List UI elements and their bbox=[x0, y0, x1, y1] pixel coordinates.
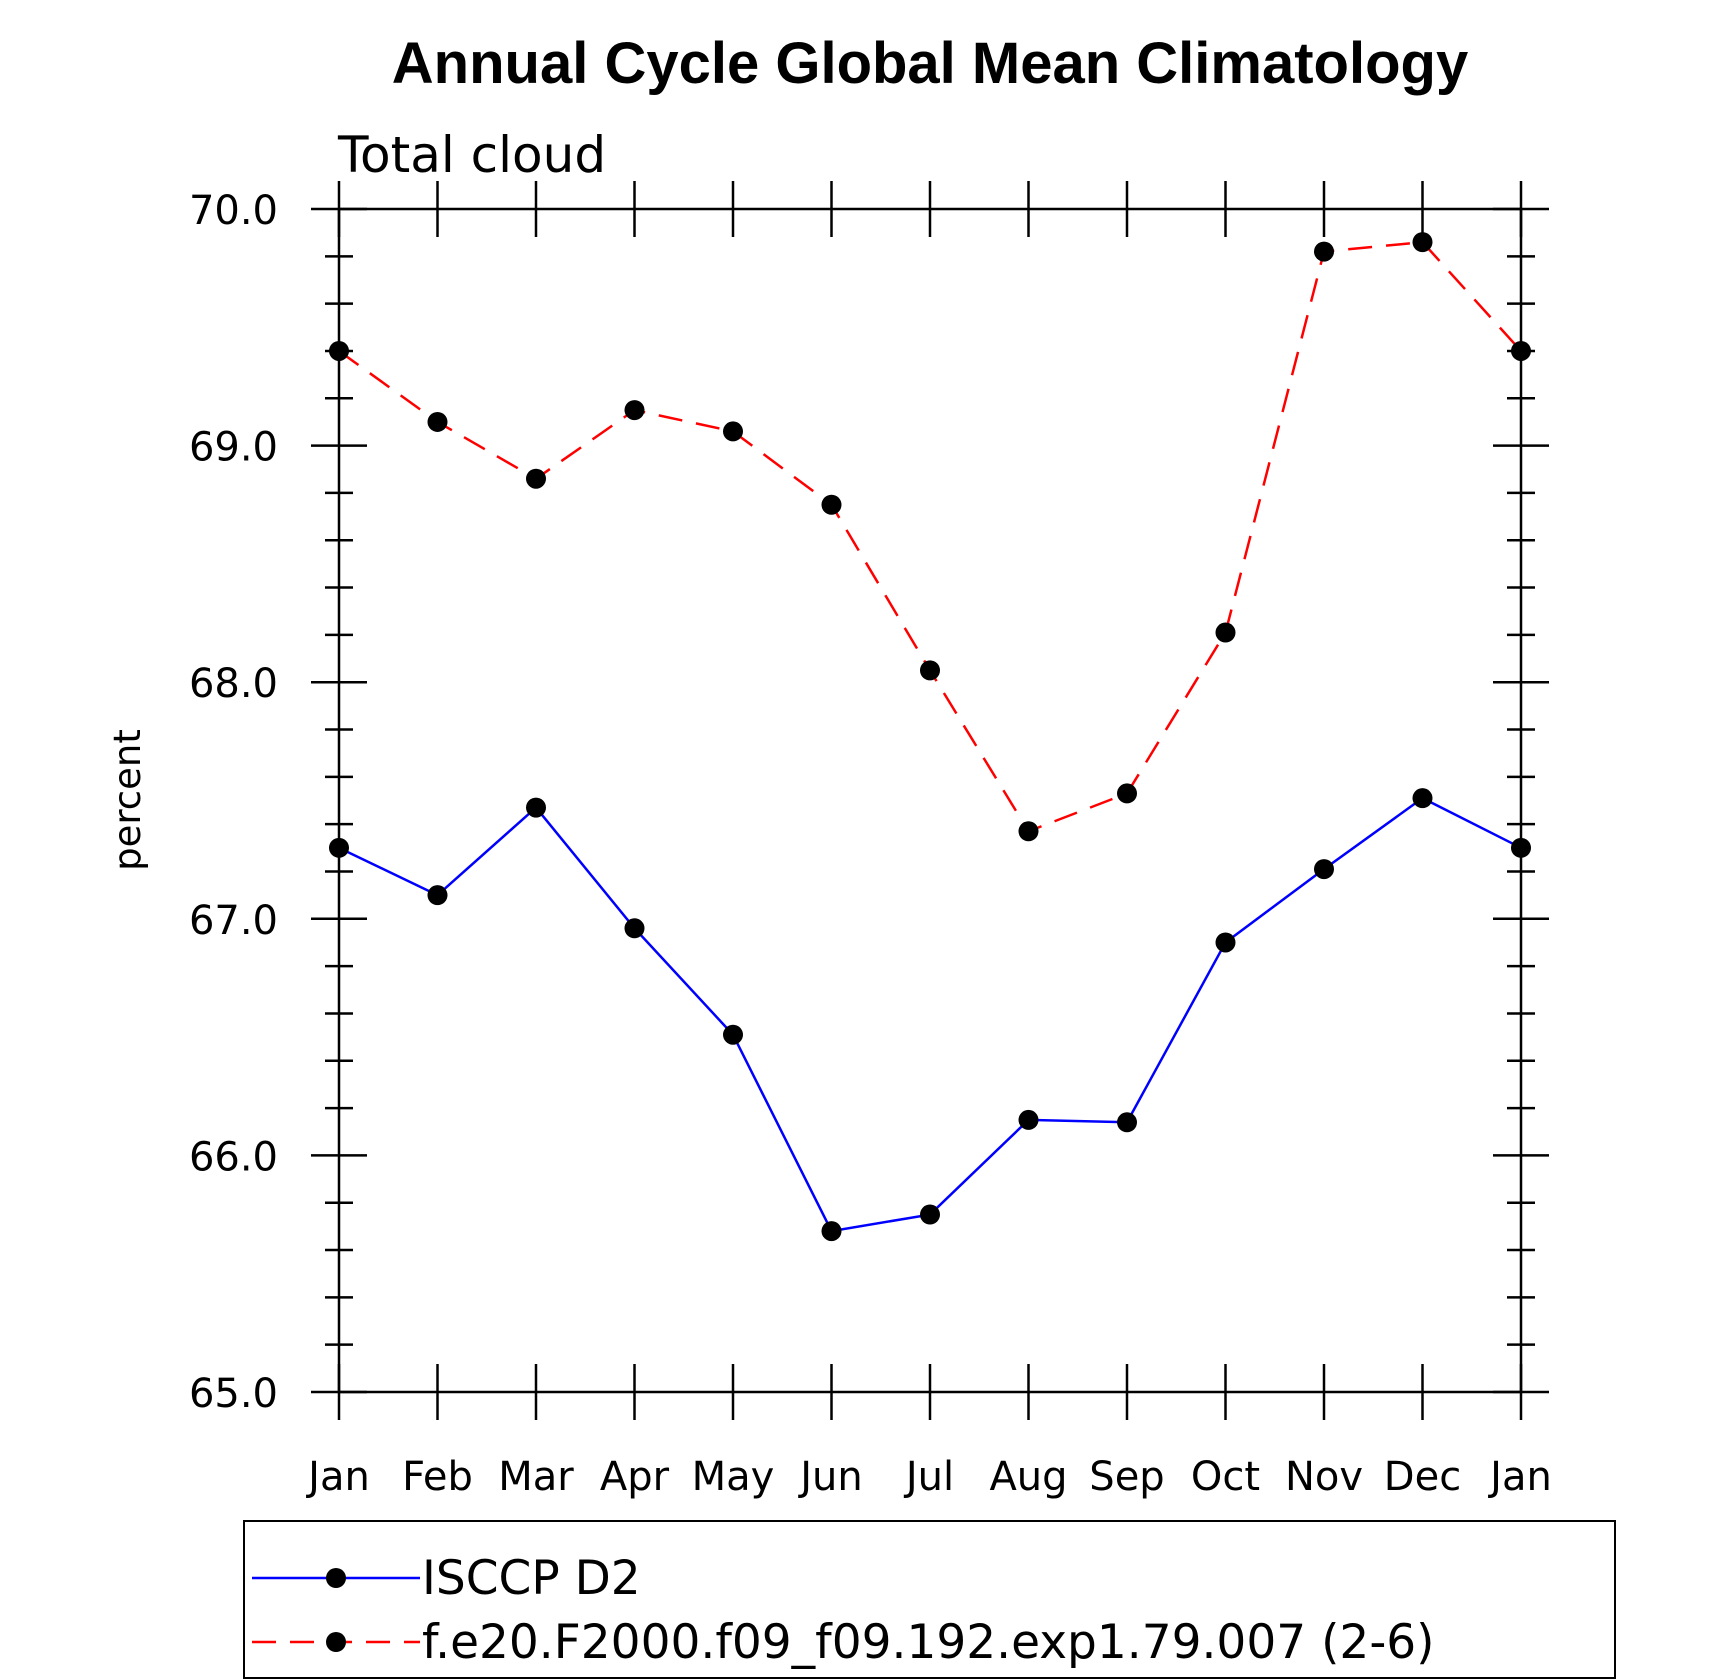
x-tick-label: Dec bbox=[1384, 1454, 1461, 1500]
x-tick-label: Mar bbox=[498, 1454, 574, 1500]
data-point bbox=[1117, 783, 1137, 804]
legend-box bbox=[243, 1520, 1616, 1679]
x-tick-label: May bbox=[692, 1454, 775, 1500]
data-point bbox=[624, 400, 645, 421]
chart-title: Annual Cycle Global Mean Climatology bbox=[392, 31, 1468, 96]
data-point bbox=[1412, 232, 1433, 253]
data-point bbox=[1117, 1112, 1137, 1133]
data-point bbox=[526, 468, 546, 489]
data-point bbox=[329, 837, 349, 858]
y-tick-label: 65.0 bbox=[189, 1371, 278, 1417]
y-axis-label: percent bbox=[106, 729, 149, 871]
legend: ISCCP D2 f.e20.F2000.f09_f09.192.exp1.79.… bbox=[243, 1520, 1616, 1679]
data-point bbox=[1215, 622, 1236, 643]
y-tick-label: 66.0 bbox=[189, 1134, 278, 1180]
x-tick-label: Jul bbox=[903, 1454, 954, 1500]
data-point bbox=[723, 421, 743, 442]
series-1 bbox=[329, 788, 1531, 1242]
data-point bbox=[1018, 1109, 1039, 1130]
data-point bbox=[821, 494, 842, 515]
chart-subtitle: Total cloud bbox=[337, 126, 606, 184]
series-line bbox=[338, 796, 1522, 1233]
data-point bbox=[526, 797, 546, 818]
data-point bbox=[427, 411, 448, 432]
y-tick-label: 67.0 bbox=[189, 898, 278, 944]
legend-marker bbox=[326, 1568, 346, 1588]
y-tick-label: 69.0 bbox=[189, 425, 278, 471]
data-point bbox=[1018, 821, 1039, 842]
data-point bbox=[624, 918, 645, 939]
data-point bbox=[723, 1024, 743, 1045]
y-tick-label: 70.0 bbox=[189, 188, 278, 234]
x-tick-label: Feb bbox=[402, 1454, 473, 1500]
data-point bbox=[1314, 241, 1334, 262]
x-tick-label: Aug bbox=[989, 1454, 1067, 1500]
series-line bbox=[338, 240, 1522, 833]
series-layer bbox=[329, 232, 1531, 1242]
data-point bbox=[427, 885, 448, 906]
legend-marker bbox=[326, 1632, 346, 1652]
y-tick-label: 68.0 bbox=[189, 661, 278, 707]
data-point bbox=[920, 660, 940, 681]
data-point bbox=[1412, 788, 1433, 809]
data-point bbox=[920, 1204, 940, 1225]
x-tick-label: Jun bbox=[797, 1454, 863, 1500]
data-point bbox=[1511, 340, 1531, 361]
data-point bbox=[329, 340, 349, 361]
x-tick-label: Apr bbox=[600, 1454, 670, 1500]
plot-axes bbox=[311, 181, 1549, 1420]
tick-labels: Jan Feb Mar Apr May Jun Jul Aug Sep Oct Nov Dec Jan 6… bbox=[189, 188, 1552, 1500]
x-tick-label: Sep bbox=[1089, 1454, 1164, 1500]
data-point bbox=[1215, 932, 1236, 953]
series-2 bbox=[329, 232, 1531, 842]
legend-label: ISCCP D2 bbox=[422, 1551, 641, 1606]
x-tick-label: Nov bbox=[1285, 1454, 1363, 1500]
data-point bbox=[1314, 859, 1334, 880]
legend-label: f.e20.F2000.f09_f09.192.exp1.79.007 (2-6… bbox=[422, 1615, 1435, 1670]
data-point bbox=[1511, 837, 1531, 858]
x-tick-label: Jan bbox=[305, 1454, 370, 1500]
data-point bbox=[821, 1221, 842, 1242]
x-tick-label: Oct bbox=[1191, 1454, 1260, 1500]
x-tick-label: Jan bbox=[1487, 1454, 1552, 1500]
